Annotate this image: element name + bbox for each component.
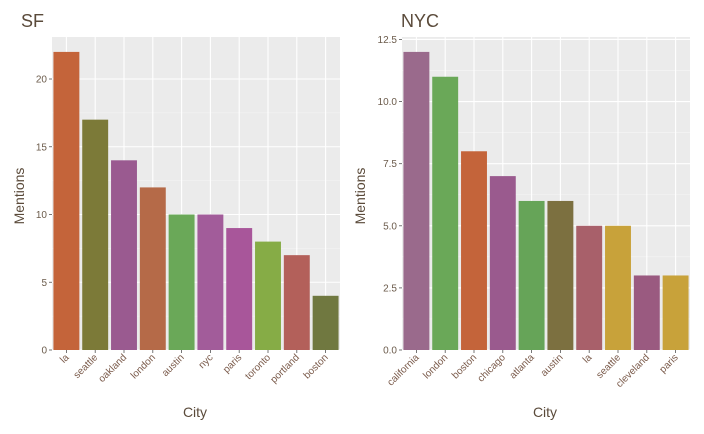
sf-bar-portland	[283, 255, 310, 350]
nyc-x-axis-title: City	[533, 404, 557, 420]
nyc-x-tick-label: paris	[658, 352, 681, 375]
nyc-y-tick-label: 0.0	[383, 346, 397, 357]
sf-title: SF	[21, 11, 44, 31]
nyc-bar-la	[576, 225, 603, 350]
nyc-x-tick-label: london	[421, 352, 450, 381]
nyc-bar-atlanta	[518, 200, 545, 350]
sf-bar-paris	[226, 228, 253, 350]
sf-bars	[53, 51, 339, 351]
sf-x-tick-label: oakland	[97, 352, 130, 385]
nyc-x-tick-label: austin	[539, 352, 566, 379]
nyc-x-tick-label: california	[385, 352, 421, 388]
sf-bar-seattle	[82, 119, 109, 350]
nyc-y-tick-label: 12.5	[378, 35, 398, 46]
sf-y-tick-label: 0	[41, 346, 47, 357]
nyc-x-tick-label: chicago	[476, 352, 508, 384]
sf-y-axis: 0 5 10 15 20	[36, 75, 52, 357]
sf-x-tick-label: nyc	[197, 352, 216, 371]
sf-y-tick-label: 5	[41, 278, 47, 289]
sf-y-tick-label: 10	[36, 210, 48, 221]
sf-y-axis-title: Mentions	[11, 168, 27, 225]
sf-y-tick-label: 20	[36, 75, 48, 86]
sf-x-tick-label: london	[129, 352, 158, 381]
nyc-bar-chicago	[489, 176, 516, 350]
nyc-bar-austin	[547, 200, 574, 350]
nyc-panel: NYC 0.0 2.5 5.0 7.5 10.0 12.5 california londo…	[352, 11, 690, 420]
nyc-y-tick-label: 7.5	[383, 159, 397, 170]
sf-y-tick-label: 15	[36, 142, 48, 153]
sf-bar-la	[53, 51, 80, 351]
nyc-y-axis: 0.0 2.5 5.0 7.5 10.0 12.5	[378, 35, 402, 357]
sf-x-tick-label: boston	[302, 352, 331, 381]
nyc-bar-california	[403, 51, 430, 351]
sf-bar-boston	[312, 295, 339, 350]
nyc-title: NYC	[401, 11, 439, 31]
sf-bar-oakland	[111, 160, 137, 350]
sf-x-tick-label: austin	[160, 352, 187, 379]
nyc-x-tick-label: la	[581, 352, 595, 366]
nyc-bar-boston	[461, 151, 487, 350]
nyc-y-tick-label: 5.0	[383, 221, 397, 232]
sf-bar-london	[139, 187, 166, 350]
sf-bar-austin	[168, 214, 195, 350]
nyc-bar-seattle	[605, 225, 631, 350]
nyc-bars	[403, 51, 689, 351]
nyc-x-tick-label: atlanta	[508, 352, 537, 381]
sf-bar-nyc	[197, 214, 224, 350]
sf-x-tick-label: la	[58, 352, 72, 366]
nyc-y-tick-label: 2.5	[383, 283, 397, 294]
nyc-bar-london	[432, 76, 459, 350]
nyc-bar-paris	[662, 275, 689, 350]
sf-bar-toronto	[255, 241, 281, 350]
sf-x-axis-title: City	[183, 404, 207, 420]
nyc-y-axis-title: Mentions	[352, 168, 368, 225]
nyc-bar-cleveland	[633, 275, 660, 350]
sf-x-tick-label: paris	[221, 352, 244, 375]
sf-x-tick-label: portland	[269, 352, 302, 385]
nyc-y-tick-label: 10.0	[378, 97, 398, 108]
